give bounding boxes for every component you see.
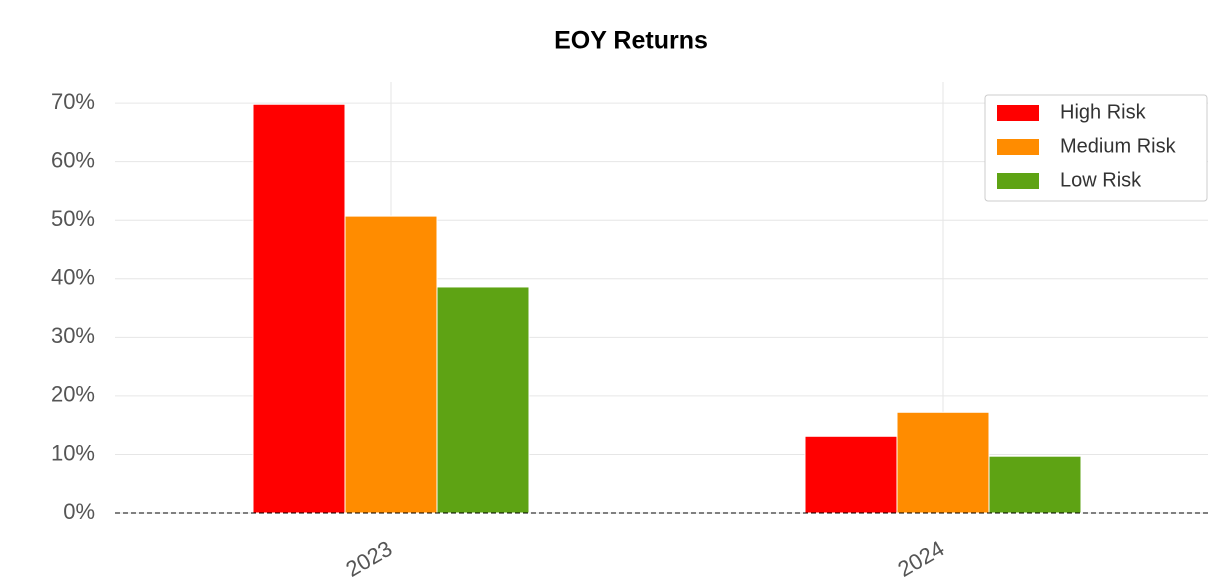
legend-swatch <box>997 105 1039 121</box>
y-tick-label: 0% <box>63 499 95 524</box>
y-tick-label: 40% <box>51 265 95 290</box>
legend-swatch <box>997 139 1039 155</box>
bar <box>436 286 530 514</box>
legend-label: Low Risk <box>1060 169 1142 191</box>
legend-label: High Risk <box>1060 101 1147 123</box>
y-tick-label: 70% <box>51 89 95 114</box>
bar <box>252 103 346 514</box>
bar <box>988 455 1082 514</box>
legend-swatch <box>997 173 1039 189</box>
y-tick-label: 50% <box>51 206 95 231</box>
y-tick-label: 20% <box>51 382 95 407</box>
bar <box>896 411 990 514</box>
bar <box>804 435 898 514</box>
legend-box <box>984 94 1208 202</box>
y-tick-label: 60% <box>51 147 95 172</box>
y-tick-label: 30% <box>51 323 95 348</box>
y-tick-label: 10% <box>51 440 95 465</box>
bar <box>344 215 438 514</box>
x-tick-label: 2023 <box>342 536 397 582</box>
x-tick-label: 2024 <box>894 536 949 582</box>
chart-title: EOY Returns <box>554 27 708 55</box>
legend-label: Medium Risk <box>1060 135 1177 157</box>
